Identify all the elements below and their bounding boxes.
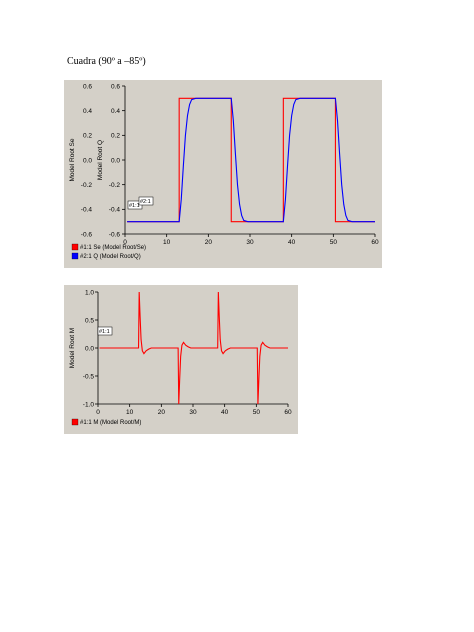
x-tick-label: 0 — [123, 239, 127, 246]
y-tick-label: -0.4 — [81, 207, 93, 214]
y-tick-label-right: -0.6 — [109, 231, 121, 238]
series-line — [99, 291, 288, 405]
x-tick-label: 30 — [246, 239, 254, 246]
y-tick-label: 0.4 — [83, 108, 92, 115]
y-tick-label-right: 0.2 — [111, 133, 120, 140]
y-tick-label: 0.6 — [83, 83, 92, 90]
y-tick-label: 0.0 — [83, 157, 92, 164]
y-tick-label: -0.5 — [83, 373, 95, 380]
y-tick-label-right: -0.4 — [109, 207, 121, 214]
x-tick-label: 50 — [253, 409, 261, 416]
x-tick-label: 40 — [221, 409, 229, 416]
x-tick-label: 10 — [163, 239, 171, 246]
y-axis-title: Model Root M — [69, 328, 76, 368]
series-tag-label: #1:1 — [99, 329, 110, 335]
x-tick-label: 50 — [330, 239, 338, 246]
series-line — [127, 97, 375, 223]
y-tick-label: 0.2 — [83, 133, 92, 140]
y-tick-label-right: 0.0 — [111, 157, 120, 164]
x-tick-label: 30 — [189, 409, 197, 416]
x-tick-label: 60 — [284, 409, 292, 416]
legend-entry: #1:1 Se (Model Root/Se) — [80, 245, 146, 251]
series-tag-label: #2:1 — [140, 199, 151, 205]
y-tick-label: -0.6 — [81, 231, 93, 238]
x-tick-label: 60 — [371, 239, 379, 246]
x-tick-label: 0 — [96, 409, 100, 416]
x-tick-label: 20 — [205, 239, 213, 246]
chart-se-q-panel — [64, 80, 382, 268]
y-tick-label-right: 0.4 — [111, 108, 120, 115]
chart-se-q: 0.6 0.6 0.4 0.4 0.2 0.2 0.0 0.0 -0.2 -0.2 -0.4 -0.4… — [64, 80, 382, 268]
series-tag-box — [97, 326, 113, 336]
series-tag-label: #1:1 — [129, 203, 140, 209]
y-tick-label: 0.0 — [85, 345, 94, 352]
y-tick-label: 0.5 — [85, 317, 94, 324]
x-tick-label: 40 — [288, 239, 296, 246]
legend-swatch — [71, 243, 79, 251]
y-tick-label: -0.2 — [81, 182, 93, 189]
legend-swatch — [71, 252, 79, 260]
x-tick-label: 20 — [158, 409, 166, 416]
y-tick-label: 1.0 — [85, 289, 94, 296]
legend-entry: #2:1 Q (Model Root/Q) — [80, 254, 141, 260]
x-tick-label: 10 — [126, 409, 134, 416]
legend-entry: #1:1 M (Model Root/M) — [80, 420, 141, 426]
y-axis-title-right: Model Root Q — [97, 140, 104, 180]
page-heading: Cuadra (90º a –85º) — [67, 56, 146, 67]
y-tick-label-right: 0.6 — [111, 83, 120, 90]
y-axis-title: Model Root Se — [69, 138, 76, 181]
series-tag-box — [138, 196, 154, 206]
chart-m: 1.0 0.5 0.0 -0.5 -1.00 10 20 30 40 50 60 Model Root… — [64, 285, 298, 434]
y-tick-label: -1.0 — [83, 401, 95, 408]
legend-swatch — [71, 418, 79, 426]
y-tick-label-right: -0.2 — [109, 182, 121, 189]
